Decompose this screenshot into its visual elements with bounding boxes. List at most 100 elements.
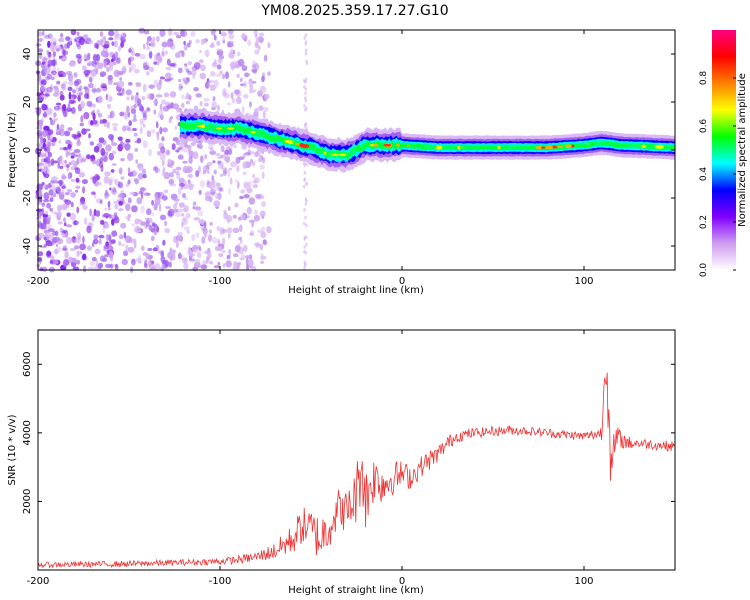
heatmap-noise-cell xyxy=(251,151,255,155)
heatmap-noise-cell xyxy=(129,63,136,71)
heatmap-noise-cell xyxy=(255,195,262,200)
heatmap-hot-cell xyxy=(227,127,234,130)
heatmap-noise-cell xyxy=(135,257,142,263)
heatmap-noise-cell xyxy=(195,232,200,239)
heatmap-noise-cell xyxy=(121,32,126,38)
heatmap-noise-cell xyxy=(148,84,155,89)
heatmap-hot-cell xyxy=(197,124,206,128)
heatmap-noise-cell xyxy=(142,173,147,179)
heatmap-noise-cell xyxy=(157,151,161,156)
heatmap-noise-cell xyxy=(154,197,161,206)
heatmap-noise-cell xyxy=(103,44,110,49)
heatmap-noise-cell xyxy=(40,85,45,94)
heatmap-noise-cell xyxy=(175,149,180,153)
heatmap-noise-cell xyxy=(145,219,150,227)
heatmap-noise-cell xyxy=(42,137,47,144)
heatmap-noise-cell xyxy=(37,232,45,238)
heatmap-noise-cell xyxy=(111,142,118,147)
heatmap-noise-cell xyxy=(198,165,201,173)
heatmap-noise-cell xyxy=(209,146,214,152)
heatmap-noise-cell xyxy=(258,32,265,37)
heatmap-noise-cell xyxy=(60,33,63,38)
heatmap-noise-cell xyxy=(97,113,103,118)
heatmap-noise-cell xyxy=(246,264,250,271)
heatmap-noise-cell xyxy=(80,115,84,123)
heatmap-noise-cell xyxy=(134,52,141,57)
heatmap-noise-cell xyxy=(258,157,263,163)
heatmap-noise-cell xyxy=(130,238,137,244)
heatmap-noise-cell xyxy=(185,212,191,219)
heatmap-noise-cell xyxy=(105,233,109,242)
heatmap-noise-cell xyxy=(135,159,138,164)
heatmap-noise-cell xyxy=(93,66,98,72)
heatmap-noise-cell xyxy=(46,73,52,80)
heatmap-noise-cell xyxy=(67,86,73,92)
heatmap-noise-cell xyxy=(252,173,256,179)
heatmap-noise-cell xyxy=(203,97,210,102)
heatmap-noise-cell xyxy=(227,81,231,88)
heatmap-noise-cell xyxy=(140,205,145,214)
heatmap-noise-cell xyxy=(191,233,196,242)
heatmap-noise-cell xyxy=(124,143,131,151)
heatmap-noise-cell xyxy=(54,186,61,194)
heatmap-noise-cell xyxy=(178,182,185,187)
heatmap-noise-cell xyxy=(75,185,81,189)
heatmap-noise-cell xyxy=(204,49,210,58)
heatmap-noise-cell xyxy=(76,31,80,36)
heatmap-noise-cell xyxy=(199,72,207,80)
heatmap-noise-cell xyxy=(79,200,86,206)
heatmap-noise-cell xyxy=(173,31,180,36)
heatmap-noise-cell xyxy=(243,72,250,78)
heatmap-noise-cell xyxy=(148,66,155,73)
heatmap-noise-cell xyxy=(53,112,57,118)
heatmap-noise-cell xyxy=(35,107,42,116)
heatmap-noise-cell xyxy=(123,231,127,239)
heatmap-noise-cell xyxy=(40,153,47,158)
heatmap-noise-cell xyxy=(88,221,93,226)
heatmap-noise-cell xyxy=(43,111,47,117)
heatmap-noise-cell xyxy=(62,245,67,251)
heatmap-noise-cell xyxy=(70,29,77,36)
heatmap-noise-cell xyxy=(177,187,182,196)
heatmap-noise-cell xyxy=(73,80,80,87)
heatmap-noise-cell xyxy=(66,41,70,49)
heatmap-noise-cell xyxy=(254,151,259,158)
heatmap-noise-cell xyxy=(203,250,210,254)
heatmap-noise-cell xyxy=(234,89,240,95)
heatmap-noise-cell xyxy=(147,248,153,251)
figure-title: YM08.2025.359.17.27.G10 xyxy=(260,3,448,19)
heatmap-noise-cell xyxy=(183,226,190,231)
heatmap-noise-cell xyxy=(146,93,153,100)
heatmap-noise-cell xyxy=(253,214,260,222)
heatmap-noise-cell xyxy=(81,179,88,185)
heatmap-noise-cell xyxy=(112,61,117,66)
heatmap-noise-cell xyxy=(161,172,165,177)
heatmap-noise-cell xyxy=(177,154,184,160)
heatmap-noise-cell xyxy=(200,155,204,164)
heatmap-noise-cell xyxy=(56,80,61,85)
heatmap-noise-cell xyxy=(76,250,80,257)
heatmap-noise-cell xyxy=(92,54,98,62)
heatmap-noise-cell xyxy=(161,41,168,48)
heatmap-noise-cell xyxy=(116,92,123,96)
heatmap-noise-cell xyxy=(262,111,266,118)
heatmap-noise-cell xyxy=(65,36,71,41)
heatmap-noise-cell xyxy=(88,266,95,270)
spectrogram-x-tick-label: 0 xyxy=(399,276,405,287)
heatmap-noise-cell xyxy=(174,201,179,206)
heatmap-noise-cell xyxy=(74,237,82,244)
heatmap-noise-cell xyxy=(185,165,192,173)
heatmap-noise-cell xyxy=(198,189,202,195)
heatmap-noise-cell xyxy=(73,154,79,158)
spectrogram-panel: -200 -100 0 100 40 20 0 -20 -40 Height of strai… xyxy=(7,27,676,296)
heatmap-hot-cell xyxy=(641,144,647,148)
heatmap-noise-cell xyxy=(185,100,190,105)
heatmap-noise-cell xyxy=(172,168,177,174)
heatmap-noise-cell xyxy=(238,58,245,67)
heatmap-noise-cell xyxy=(230,61,237,69)
heatmap-noise-cell xyxy=(148,224,153,231)
heatmap-noise-cell xyxy=(164,220,168,227)
heatmap-noise-cell xyxy=(84,58,88,62)
heatmap-noise-cell xyxy=(55,45,62,52)
heatmap-noise-cell xyxy=(224,149,230,156)
